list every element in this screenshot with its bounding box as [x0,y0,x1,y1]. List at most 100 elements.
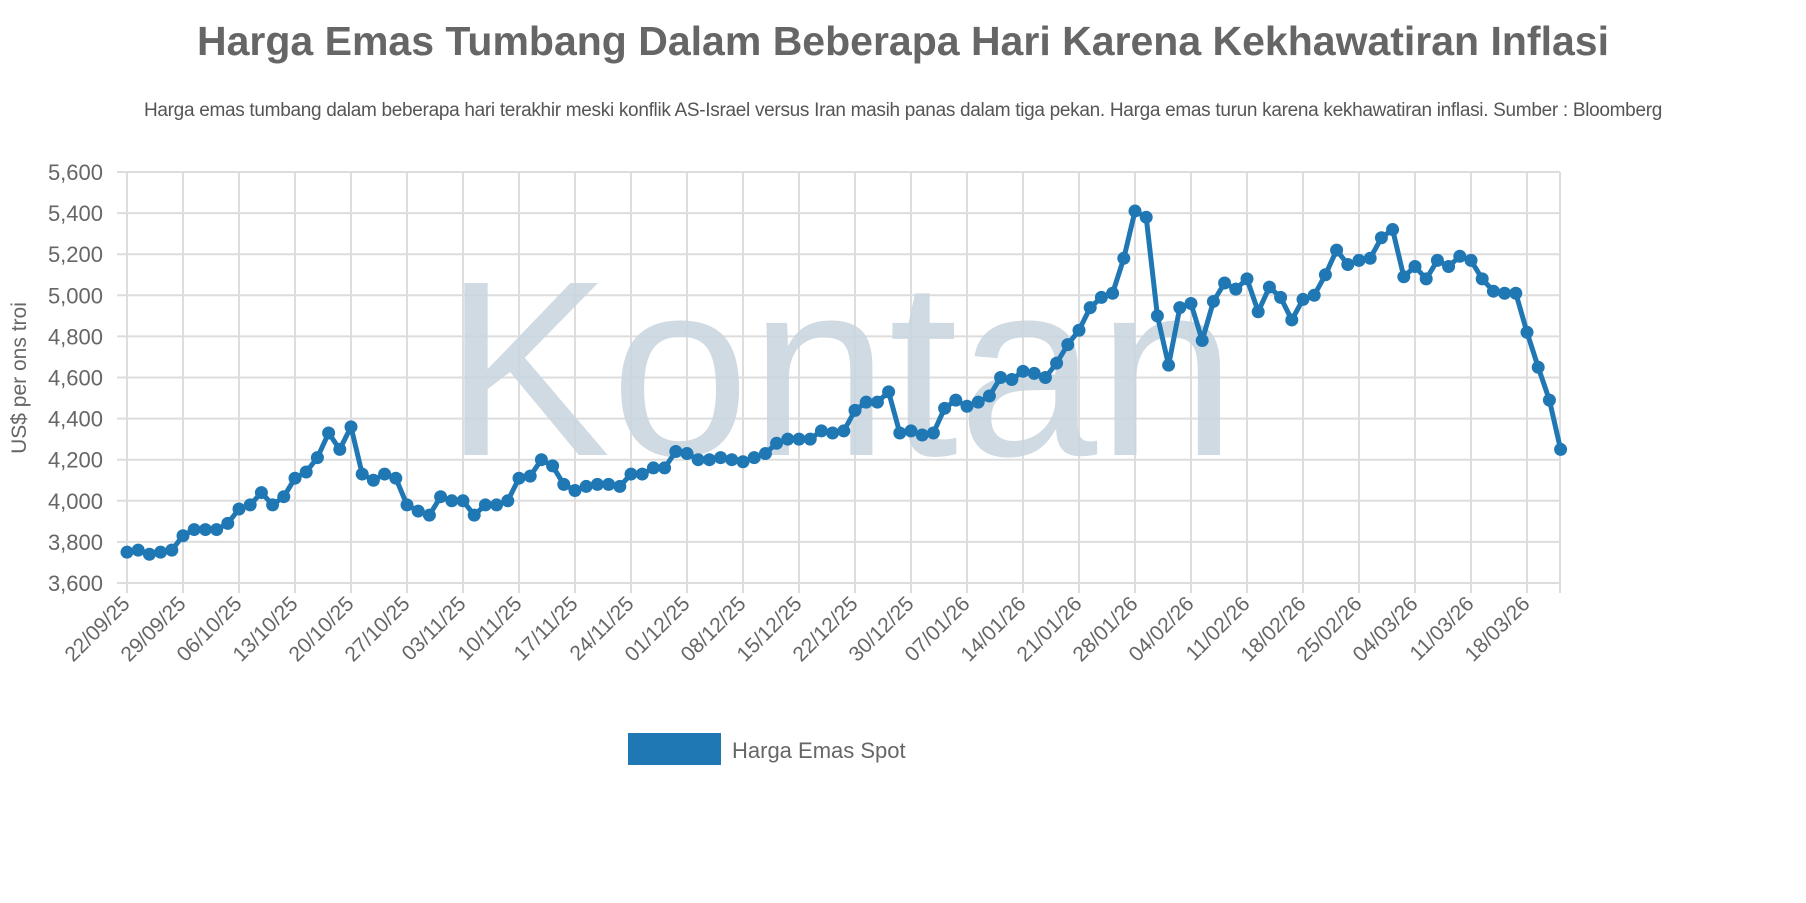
data-point [1240,272,1254,286]
data-point [400,498,414,512]
data-point [1061,338,1075,352]
y-tick-label: 5,600 [48,160,103,185]
data-point [837,424,851,438]
data-point [422,508,436,522]
data-point [221,516,235,530]
data-point [602,477,616,491]
data-point [1475,272,1489,286]
data-point [232,502,246,516]
data-point [1296,292,1310,306]
data-point [1498,286,1512,300]
data-point [1486,284,1500,298]
data-point [198,523,212,537]
data-point [926,426,940,440]
data-point [546,459,560,473]
y-tick-label: 5,400 [48,201,103,226]
data-point [344,420,358,434]
y-tick-label: 4,000 [48,489,103,514]
data-point [1374,231,1388,245]
data-point [277,490,291,504]
data-point [490,498,504,512]
data-point [310,451,324,465]
data-point [1542,393,1556,407]
x-axis-ticks: 22/09/2529/09/2506/10/2513/10/2520/10/25… [60,592,1534,666]
data-point [1005,373,1019,387]
data-point [982,389,996,403]
data-point [747,451,761,465]
data-point [288,471,302,485]
data-point [736,455,750,469]
data-point [299,465,313,479]
data-point [870,395,884,409]
data-point [1386,223,1400,237]
legend-label: Harga Emas Spot [732,738,906,763]
data-point [613,479,627,493]
data-point [445,494,459,508]
data-point [669,444,683,458]
data-point [1117,251,1131,265]
data-point [187,523,201,537]
data-point [1442,260,1456,274]
data-point [1352,253,1366,267]
series-points [120,204,1568,561]
data-point [154,545,168,559]
data-point [355,467,369,481]
data-point [1554,442,1568,456]
data-point [624,467,638,481]
data-point [904,424,918,438]
data-point [467,508,481,522]
data-point [658,461,672,475]
data-point [915,428,929,442]
data-point [1016,364,1030,378]
data-point [1262,280,1276,294]
chart-subtitle: Harga emas tumbang dalam beberapa hari t… [143,100,1663,121]
data-point [1251,305,1265,319]
data-point [949,393,963,407]
data-point [792,432,806,446]
data-point [1139,210,1153,224]
y-axis-label: US$ per ons troi [8,302,31,454]
data-point [389,471,403,485]
data-point [1173,301,1187,315]
data-point [1027,366,1041,380]
data-point [971,395,985,409]
data-point [1162,358,1176,372]
data-point [1106,286,1120,300]
data-point [803,432,817,446]
data-point [456,494,470,508]
data-point [120,545,134,559]
data-point [893,426,907,440]
data-point [635,467,649,481]
data-point [478,498,492,512]
data-point [378,467,392,481]
data-point [142,547,156,561]
data-point [814,424,828,438]
data-point [826,426,840,440]
data-point [333,442,347,456]
data-point [568,484,582,498]
data-point [1363,251,1377,265]
data-point [512,471,526,485]
data-point [1453,249,1467,263]
data-point [1184,297,1198,311]
data-point [176,529,190,543]
data-point [725,453,739,467]
data-point [210,523,224,537]
y-tick-label: 4,800 [48,324,103,349]
data-point [680,447,694,461]
data-point [579,479,593,493]
legend[interactable]: Harga Emas Spot [628,733,906,765]
data-point [691,453,705,467]
kontan-watermark-logo: Kontan [444,229,1236,508]
data-point [411,504,425,518]
data-point [1094,290,1108,304]
data-point [1206,294,1220,308]
data-point [1050,356,1064,370]
data-point [1330,243,1344,257]
data-point [1128,204,1142,218]
data-point [859,395,873,409]
data-point [1274,290,1288,304]
data-point [1419,272,1433,286]
data-point [501,494,515,508]
data-point [266,498,280,512]
